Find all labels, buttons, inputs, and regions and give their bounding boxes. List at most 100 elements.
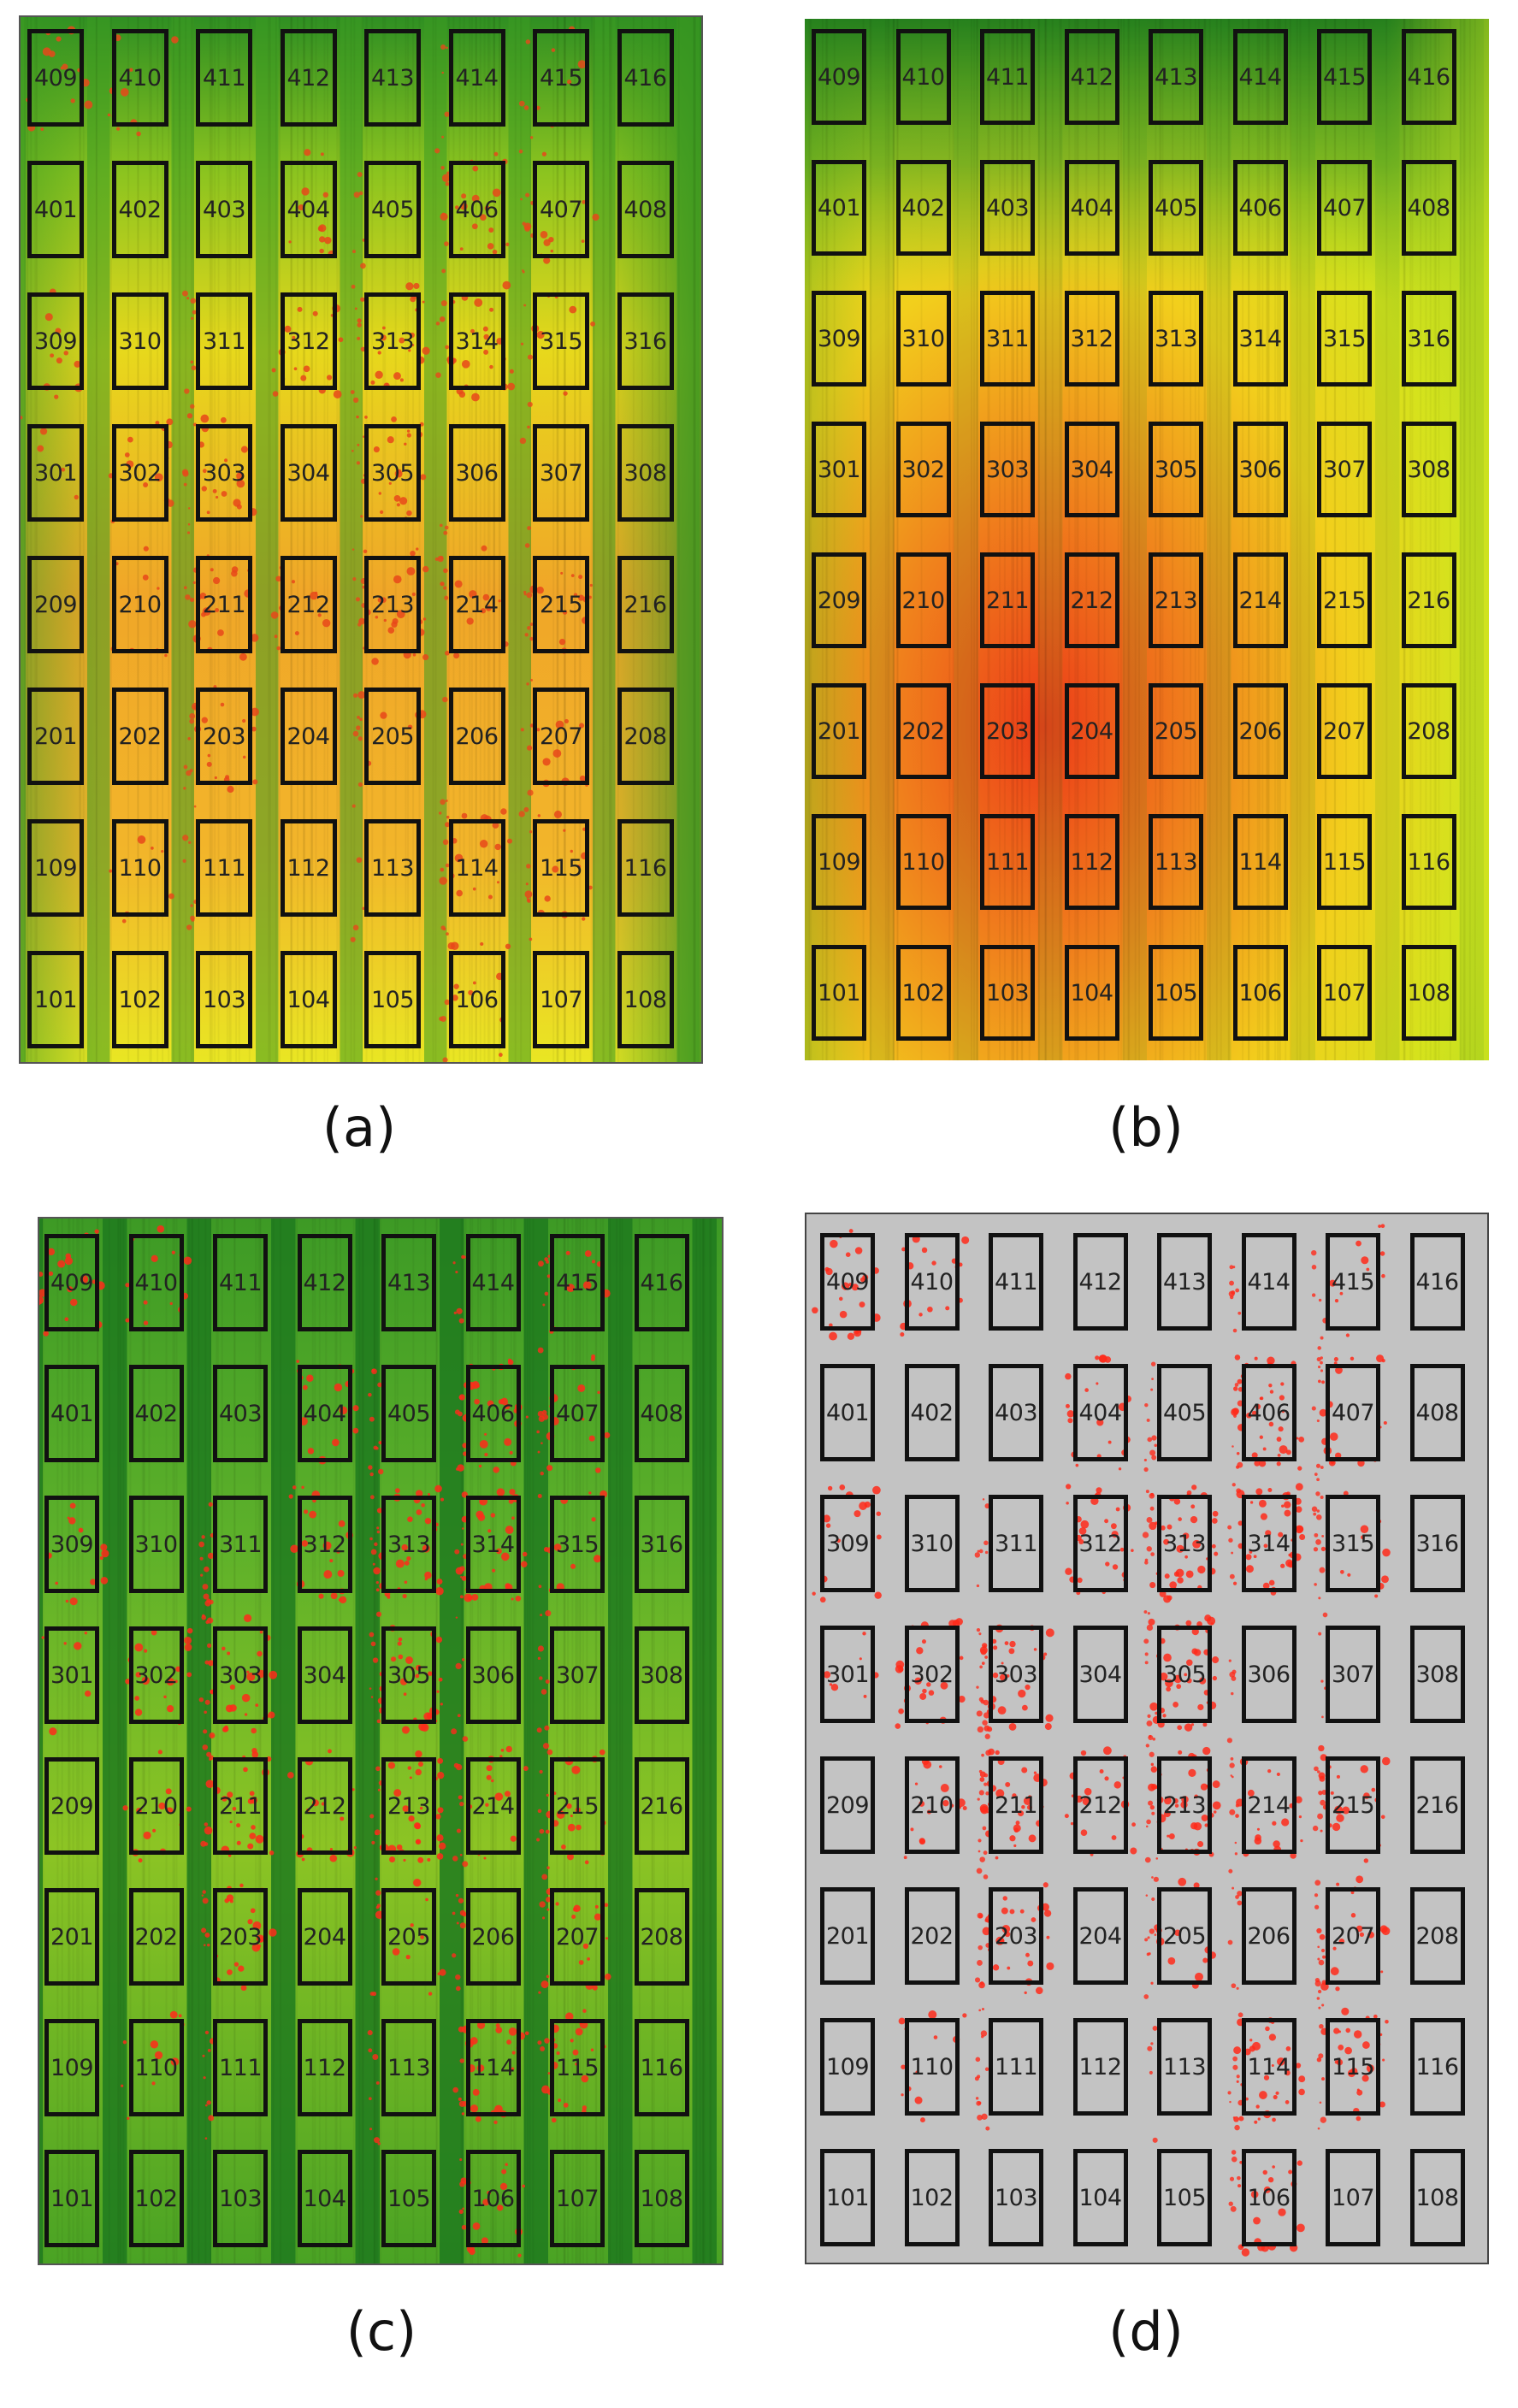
damage-spot: [1198, 1677, 1207, 1685]
damage-spot: [375, 1611, 382, 1617]
damage-spot: [227, 785, 234, 794]
plot-label: 103: [985, 979, 1030, 1006]
damage-spot: [193, 805, 197, 808]
plot-label: 415: [1322, 63, 1367, 91]
damage-spot: [1272, 2165, 1275, 2169]
damage-spot: [547, 2072, 551, 2075]
row-streak: [564, 17, 566, 1062]
plot-a-414: 414: [448, 29, 505, 127]
plot-label: 301: [817, 456, 861, 483]
damage-spot: [458, 2026, 464, 2033]
row-streak: [1403, 19, 1406, 1060]
damage-spot: [978, 1790, 984, 1796]
plot-label: 101: [817, 979, 861, 1006]
damage-spot: [511, 1597, 514, 1601]
damage-spot: [62, 63, 68, 70]
damage-spot: [540, 1471, 544, 1476]
damage-spot: [1144, 1661, 1149, 1665]
damage-spot: [1151, 1784, 1158, 1790]
row-streak: [97, 1219, 99, 2263]
damage-spot: [1009, 1640, 1016, 1648]
damage-spot: [470, 328, 475, 333]
row-streak: [168, 17, 170, 1062]
damage-spot: [410, 1923, 414, 1927]
damage-spot: [439, 876, 447, 885]
row-streak: [557, 17, 559, 1062]
damage-spot: [544, 1291, 549, 1296]
row-streak: [563, 17, 565, 1062]
row-streak: [594, 1219, 597, 2263]
damage-spot: [439, 1968, 446, 1976]
plot-label: 412: [303, 1269, 346, 1296]
row-streak: [579, 17, 582, 1062]
plot-label: 309: [825, 1530, 870, 1557]
damage-spot: [351, 1788, 355, 1791]
row-streak: [323, 17, 326, 1062]
damage-spot: [203, 1593, 210, 1600]
row-streak: [641, 17, 643, 1062]
damage-spot: [1236, 1986, 1239, 1990]
damage-spot: [202, 1744, 209, 1750]
row-streak: [1028, 19, 1031, 1060]
damage-spot: [470, 2104, 479, 2113]
alley-stripe: [870, 19, 895, 1060]
damage-spot: [544, 1257, 549, 1261]
damage-spot: [499, 1755, 503, 1758]
damage-spot: [428, 1671, 433, 1676]
damage-spot: [329, 1847, 334, 1851]
damage-spot: [1238, 2116, 1244, 2122]
plot-label: 108: [623, 986, 667, 1013]
damage-spot: [1317, 2127, 1320, 2130]
damage-spot: [1262, 1582, 1270, 1590]
plot-b-212: 212: [1064, 552, 1119, 648]
alley-stripe: [271, 1219, 296, 2263]
plot-label: 203: [985, 717, 1030, 745]
plot-label: 403: [202, 196, 246, 223]
row-streak: [216, 1219, 218, 2263]
damage-spot: [416, 547, 419, 551]
row-streak: [1068, 19, 1071, 1060]
damage-spot: [920, 2117, 925, 2123]
damage-spot: [536, 586, 544, 594]
row-streak: [82, 17, 85, 1062]
damage-spot: [1233, 1386, 1238, 1391]
damage-spot: [67, 1286, 74, 1293]
damage-spot: [1143, 1994, 1149, 1999]
plot-label: 316: [1415, 1530, 1459, 1557]
row-streak: [175, 1219, 178, 2263]
damage-spot: [1142, 1532, 1149, 1538]
damage-spot: [859, 1301, 865, 1308]
plot-b-310: 310: [895, 291, 951, 387]
damage-spot: [136, 1807, 142, 1814]
damage-spot: [202, 1614, 205, 1618]
damage-spot: [1279, 1395, 1285, 1401]
damage-spot: [1036, 1986, 1043, 1995]
damage-spot: [377, 1468, 384, 1475]
damage-spot: [487, 243, 494, 250]
damage-spot: [398, 1637, 403, 1642]
row-streak: [257, 1219, 260, 2263]
damage-spot: [481, 545, 487, 552]
plot-c-104: 104: [297, 2150, 352, 2247]
plot-label: 103: [202, 986, 246, 1013]
damage-spot: [553, 810, 562, 818]
damage-spot: [938, 1765, 942, 1768]
damage-spot: [999, 1673, 1007, 1681]
row-streak: [1021, 19, 1024, 1060]
plot-label: 309: [33, 328, 78, 355]
plot-label: 411: [218, 1269, 263, 1296]
damage-spot: [1155, 1857, 1159, 1860]
damage-spot: [300, 375, 307, 381]
row-streak: [579, 1219, 582, 2263]
damage-spot: [474, 1398, 480, 1405]
damage-spot: [978, 2009, 982, 2012]
row-streak: [821, 19, 824, 1060]
damage-spot: [576, 865, 582, 869]
damage-spot: [415, 1750, 422, 1758]
row-streak: [602, 1219, 605, 2263]
damage-spot: [114, 34, 121, 42]
damage-spot: [78, 1527, 84, 1533]
row-streak: [394, 17, 397, 1062]
damage-spot: [997, 1706, 1007, 1715]
damage-spot: [950, 1803, 954, 1808]
